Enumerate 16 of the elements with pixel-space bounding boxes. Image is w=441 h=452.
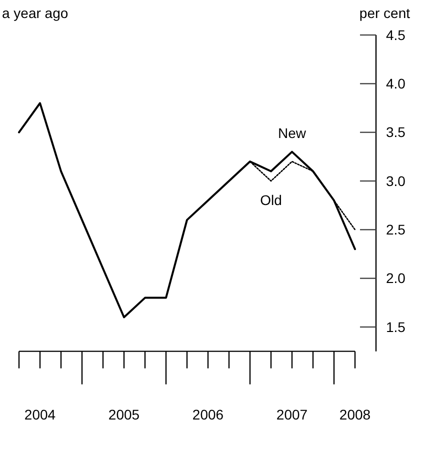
y-tick-label: 3.5: [386, 124, 406, 140]
x-tick-label: 2004: [24, 406, 56, 422]
series-label: New: [278, 124, 307, 141]
y-tick-label: 4.0: [386, 76, 406, 92]
y-tick-label: 2.5: [386, 222, 406, 238]
x-tick-label: 2007: [276, 406, 308, 422]
y-tick-label: 4.5: [386, 26, 406, 43]
y-tick-label: 3.0: [386, 172, 406, 189]
y-axis-title: per cent: [359, 5, 410, 21]
y-tick-label: 1.5: [386, 318, 406, 335]
x-tick-label: 2008: [339, 406, 371, 422]
y-tick-label: 2.0: [386, 270, 406, 286]
x-tick-label: 2006: [192, 406, 224, 422]
x-tick-label: 2005: [108, 406, 140, 422]
series-label: Old: [260, 192, 282, 208]
chart-title: a year ago: [2, 5, 68, 21]
